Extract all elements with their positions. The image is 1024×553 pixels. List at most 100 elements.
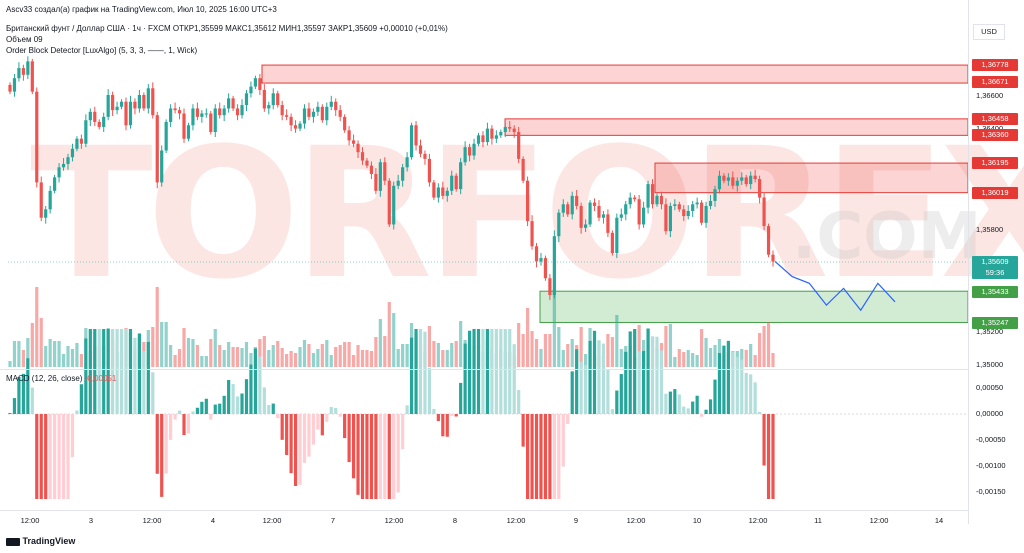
price-label-bear: 1,36360 [972, 129, 1018, 141]
volume-bar [151, 327, 155, 367]
candle-body [548, 278, 552, 296]
macd-histogram-bar [561, 414, 565, 467]
macd-histogram-bar [285, 414, 289, 456]
macd-histogram-bar [26, 358, 30, 414]
volume-bar [227, 342, 231, 367]
macd-legend[interactable]: MACD (12, 26, close) -0,00051 [6, 374, 116, 383]
macd-histogram-bar [320, 414, 324, 436]
candle-body [481, 135, 485, 143]
candle-body [414, 125, 418, 146]
candle-body [360, 152, 365, 161]
candle-body [160, 150, 164, 183]
macd-histogram-bar [521, 414, 525, 447]
candle-body [21, 68, 25, 75]
macd-histogram-bar [70, 414, 75, 458]
tradingview-logo[interactable]: TradingView [6, 536, 75, 546]
volume-bar [235, 347, 240, 367]
candle-body [655, 195, 659, 205]
volume-bar [213, 329, 217, 367]
candle-body [218, 108, 222, 116]
volume-bar [383, 336, 387, 367]
volume-bar [664, 326, 668, 367]
macd-histogram-bar [374, 414, 378, 499]
macd-histogram-bar [704, 409, 708, 414]
macd-histogram-bar [35, 414, 39, 499]
indicator-legend[interactable]: Order Block Detector [LuxAlgo] (5, 3, 3,… [6, 46, 198, 55]
time-axis[interactable]: 12:00 3 12:00 4 12:00 7 12:00 8 12:00 9 12:00 10 12:… [0, 516, 968, 528]
candle-body [575, 195, 579, 206]
macd-histogram-bar [347, 414, 351, 463]
bearish-order-block [261, 64, 969, 84]
macd-histogram-bar [463, 343, 467, 414]
candle-body [369, 165, 374, 175]
macd-histogram-bar [222, 395, 226, 414]
volume-legend[interactable]: Объем 09 [6, 35, 43, 44]
volume-bar [218, 345, 222, 367]
bullish-order-block [539, 290, 969, 323]
candle-body [762, 197, 766, 227]
price-tick: 1,36600 [976, 91, 1004, 100]
candle-body [566, 204, 570, 215]
pane-divider[interactable] [0, 369, 968, 370]
macd-tick: -0,00100 [976, 461, 1006, 470]
candle-body [79, 138, 83, 144]
candle-body [445, 190, 449, 196]
candle-body [106, 95, 110, 117]
candle-body [588, 202, 592, 225]
volume-bar [191, 339, 195, 367]
price-axis-divider [968, 0, 969, 524]
macd-histogram-bar [369, 414, 374, 499]
macd-tick: 0,00050 [976, 383, 1004, 392]
macd-histogram-bar [142, 351, 146, 414]
candle-body [253, 78, 258, 87]
macd-histogram-bar [325, 414, 329, 422]
time-tick: 12:00 [869, 516, 889, 525]
candle-body [30, 61, 34, 92]
volume-bar [79, 354, 83, 367]
candle-body [427, 158, 432, 183]
candle-body [195, 108, 200, 117]
time-axis-divider [0, 510, 968, 511]
volume-bar [548, 334, 552, 367]
macd-histogram-bar [668, 391, 672, 414]
macd-histogram-bar [481, 329, 485, 414]
volume-bar [387, 302, 391, 367]
symbol-legend[interactable]: Британский фунт / Доллар США · 1ч · FXCM… [6, 24, 448, 33]
candle-body [316, 106, 320, 112]
macd-histogram-bar [606, 369, 610, 414]
candle-body [521, 158, 525, 181]
volume-bar [454, 341, 458, 367]
macd-histogram-bar [84, 338, 88, 414]
chart-author-line: Ascv33 создал(а) график на TradingView.c… [6, 5, 277, 14]
macd-histogram-bar [106, 329, 110, 414]
macd-histogram-bar [244, 379, 249, 414]
macd-histogram-bar [195, 407, 200, 414]
candle-body [436, 187, 440, 198]
currency-button[interactable]: USD [973, 24, 1005, 40]
time-tick: 12:00 [262, 516, 282, 525]
macd-histogram-bar [414, 329, 418, 414]
volume-bar [209, 339, 213, 367]
macd-histogram-bar [655, 336, 659, 414]
candle-body [686, 211, 690, 217]
macd-histogram-bar [356, 414, 360, 495]
volume-bar [160, 322, 164, 367]
candle-body [494, 135, 498, 139]
macd-histogram-bar [57, 414, 61, 499]
macd-histogram-bar [592, 330, 597, 414]
candle-body [633, 197, 637, 200]
volume-bar [360, 350, 365, 367]
volume-bar [668, 324, 672, 367]
candle-body [182, 113, 186, 139]
macd-histogram-bar [512, 344, 516, 414]
volume-bar [441, 350, 445, 367]
volume-bar [258, 339, 262, 367]
time-tick: 12:00 [20, 516, 40, 525]
volume-bar [249, 353, 253, 367]
macd-histogram-bar [329, 406, 333, 414]
macd-histogram-bar [619, 374, 623, 414]
candle-body [356, 143, 360, 153]
candle-body [682, 209, 686, 217]
